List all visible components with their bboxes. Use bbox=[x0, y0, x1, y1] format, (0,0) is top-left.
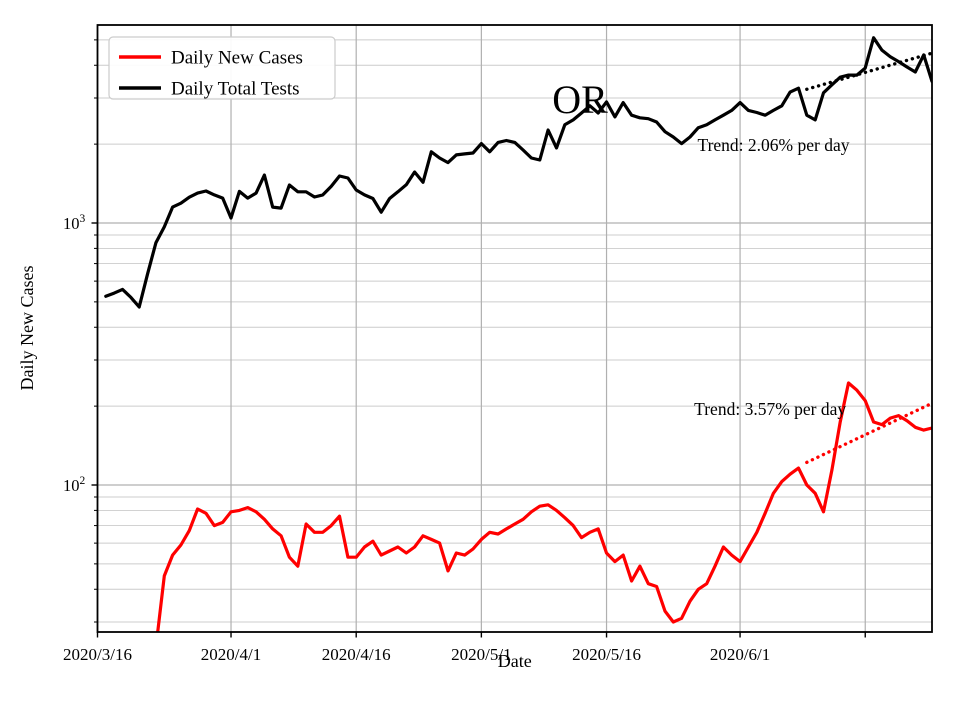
y-axis: 103 102 bbox=[63, 39, 98, 623]
x-tick-label: 2020/4/1 bbox=[201, 645, 261, 664]
plot-frame bbox=[96, 24, 933, 633]
x-tick-label: 2020/5/1 bbox=[451, 645, 511, 664]
x-tick-label: 2020/3/16 bbox=[63, 645, 132, 664]
series-line-daily-new-cases bbox=[156, 381, 932, 632]
x-tick-label: 2020/4/16 bbox=[322, 645, 391, 664]
trend-annotation: Trend: 3.57% per day bbox=[694, 399, 846, 419]
legend: Daily New Cases Daily Total Tests bbox=[108, 36, 336, 100]
y-tick-label: 102 bbox=[63, 475, 86, 495]
legend-label: Daily Total Tests bbox=[171, 79, 300, 100]
legend-label: Daily New Cases bbox=[171, 48, 303, 69]
legend-box bbox=[108, 36, 336, 100]
x-tick-label: 2020/5/16 bbox=[572, 645, 641, 664]
trend-line-daily-total-tests bbox=[805, 51, 932, 91]
grid-major-horizontal bbox=[97, 222, 932, 486]
chart-title: OR bbox=[552, 77, 608, 122]
series-group bbox=[104, 36, 932, 632]
y-tick-label: 103 bbox=[63, 213, 86, 233]
grid-minor-horizontal bbox=[97, 39, 932, 623]
x-tick-label: 2020/6/1 bbox=[710, 645, 770, 664]
y-axis-label: Daily New Cases bbox=[17, 266, 37, 391]
series-line-daily-total-tests bbox=[104, 36, 932, 309]
x-axis: 2020/3/16 2020/4/1 2020/4/16 2020/5/1 2020/5… bbox=[63, 632, 866, 664]
x-axis-label: Date bbox=[498, 651, 532, 671]
trend-line-daily-new-cases bbox=[805, 401, 932, 465]
trend-annotation: Trend: 2.06% per day bbox=[698, 135, 850, 155]
